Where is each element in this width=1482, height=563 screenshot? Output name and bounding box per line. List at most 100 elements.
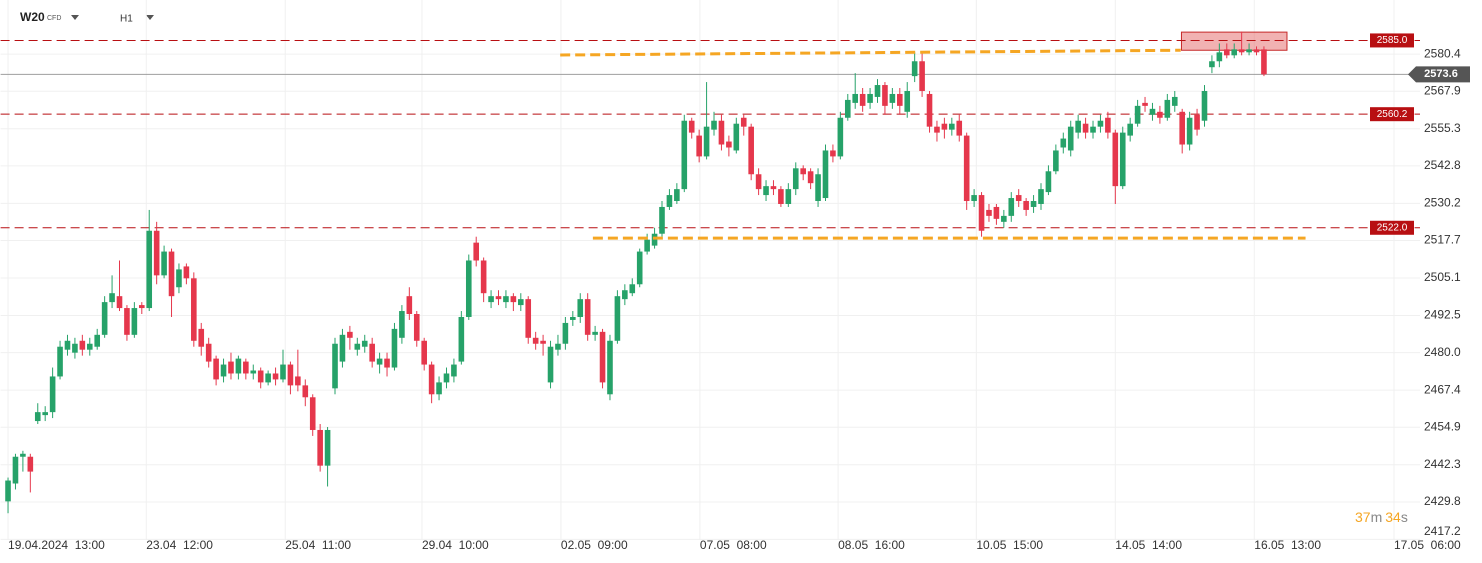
candle-body xyxy=(1023,201,1029,210)
candle-body xyxy=(138,305,145,309)
candle-body xyxy=(711,120,717,130)
candle-body xyxy=(822,150,829,199)
candle-body xyxy=(844,99,851,118)
candle-body xyxy=(547,346,554,383)
candle-body xyxy=(636,251,643,285)
countdown: 37m 34s xyxy=(1355,509,1408,525)
candle-body xyxy=(629,284,636,294)
candle-body xyxy=(265,373,271,383)
candle-body xyxy=(1053,150,1059,172)
candle-body xyxy=(562,322,569,344)
candle-body xyxy=(1045,171,1052,193)
symbol[interactable]: W20 xyxy=(20,10,45,24)
symbol-dropdown-caret[interactable] xyxy=(71,15,79,20)
candle-body xyxy=(696,135,702,157)
candle-body xyxy=(1097,120,1104,127)
candle-body xyxy=(592,331,598,335)
candle-body xyxy=(413,314,420,341)
candle-body xyxy=(57,346,63,377)
candle-body xyxy=(257,370,264,383)
grid xyxy=(0,0,1420,540)
candle-body xyxy=(146,230,153,309)
candle-body xyxy=(986,209,992,216)
candle-body xyxy=(770,186,777,190)
candle-body xyxy=(72,343,78,353)
candle-body xyxy=(1090,126,1096,133)
candle-body xyxy=(956,120,963,136)
candle-body xyxy=(1119,132,1126,187)
candle-body xyxy=(243,361,249,374)
candle-body xyxy=(1038,189,1044,204)
candle-body xyxy=(614,296,621,341)
candle-body xyxy=(763,186,769,196)
candle-body xyxy=(718,120,725,145)
candle-body xyxy=(1261,49,1267,75)
candle-body xyxy=(86,343,93,350)
candle-body xyxy=(897,93,903,106)
candle-body xyxy=(198,328,205,347)
candle-body xyxy=(874,85,881,97)
candle-body xyxy=(384,358,390,368)
candle-body xyxy=(332,343,338,389)
candle-body xyxy=(213,358,219,380)
price-level-label: 2522.0 xyxy=(1377,222,1408,233)
candle-body xyxy=(517,299,524,306)
candle-body xyxy=(399,311,405,338)
candle-body xyxy=(837,117,844,157)
candle-body xyxy=(94,334,101,347)
y-tick-label: 2555.3 xyxy=(1424,121,1461,135)
candle-body xyxy=(5,480,11,502)
y-tick-label: 2467.4 xyxy=(1424,382,1461,396)
price-level-tag xyxy=(1370,107,1414,122)
candle-body xyxy=(339,334,346,362)
candle-body xyxy=(792,168,799,190)
candle-body xyxy=(688,120,695,133)
candle-body xyxy=(1253,49,1260,53)
overlays xyxy=(0,31,1420,229)
timeframe[interactable]: H1 xyxy=(120,14,133,25)
x-tick-label: 10.05 15:00 xyxy=(976,538,1043,552)
x-tick-label: 29.04 10:00 xyxy=(422,538,489,552)
y-tick-label: 2567.9 xyxy=(1424,83,1461,97)
candle-body xyxy=(495,296,502,300)
candle-body xyxy=(250,370,257,374)
candle-body xyxy=(1060,138,1067,148)
candle-body xyxy=(1186,117,1193,145)
candle-body xyxy=(235,358,242,374)
candle-body xyxy=(532,337,539,344)
candle-body xyxy=(369,343,375,362)
candle-body xyxy=(755,174,762,190)
price-level-tag xyxy=(1370,33,1414,48)
candle-body xyxy=(1238,49,1245,53)
x-tick-label: 25.04 11:00 xyxy=(285,538,351,552)
candle-body xyxy=(354,343,361,350)
timeframe-dropdown-caret[interactable] xyxy=(146,15,154,20)
candle-body xyxy=(480,260,487,294)
candle-body xyxy=(1105,117,1111,133)
candle-body xyxy=(64,340,71,350)
candle-body xyxy=(280,364,286,380)
candle-body xyxy=(778,189,784,204)
candle-body xyxy=(666,195,673,207)
x-tick-label: 23.04 12:00 xyxy=(146,538,213,552)
candle-body xyxy=(1216,52,1223,62)
last-price-label: 2573.6 xyxy=(1424,68,1458,80)
candle-body xyxy=(1246,49,1252,53)
x-tick-label: 16.05 13:00 xyxy=(1254,538,1321,552)
candle-body xyxy=(911,61,918,77)
candle-body xyxy=(555,343,561,350)
candle-body xyxy=(347,331,353,338)
candle-body xyxy=(176,269,182,288)
candle-body xyxy=(317,429,323,466)
candle-body xyxy=(740,117,747,127)
candle-body xyxy=(510,296,517,303)
candle-body xyxy=(295,376,301,386)
candle-body xyxy=(42,412,48,416)
candle-body xyxy=(443,373,450,383)
candle-body xyxy=(1223,49,1230,56)
candle-body xyxy=(109,293,115,303)
candle-body xyxy=(309,397,316,430)
candle-body xyxy=(815,174,821,202)
candle-body xyxy=(428,364,435,395)
